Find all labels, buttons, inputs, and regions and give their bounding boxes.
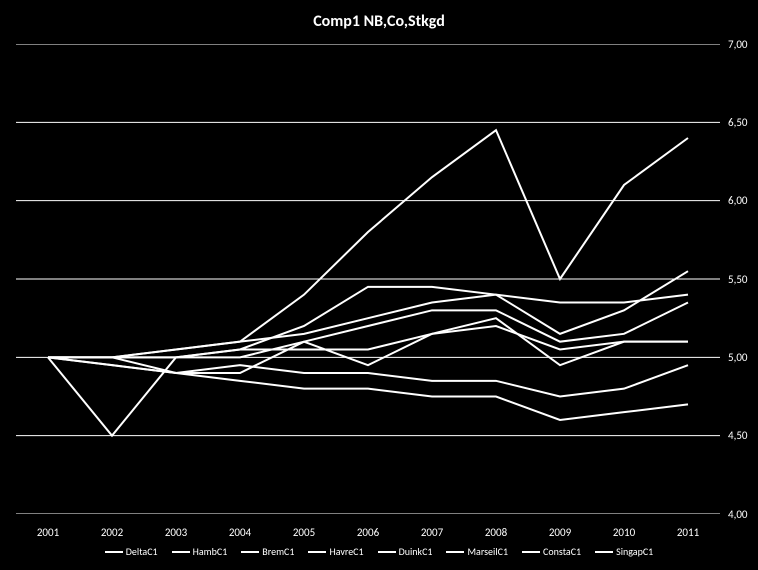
x-tick-label: 2001 [37, 526, 59, 539]
x-tick-label: 2011 [677, 526, 699, 539]
legend-line-icon [595, 551, 613, 553]
x-tick-label: 2007 [421, 526, 443, 539]
legend-label: HambC1 [193, 545, 228, 558]
x-tick-label: 2002 [101, 526, 123, 539]
y-tick-label: 4,00 [728, 508, 747, 521]
x-tick-label: 2004 [229, 526, 251, 539]
legend-item: SingapC1 [595, 545, 653, 558]
legend-item: DuinkC1 [378, 545, 433, 558]
x-tick-label: 2003 [165, 526, 187, 539]
y-tick-label: 4,50 [728, 429, 747, 442]
legend-line-icon [522, 551, 540, 553]
x-tick-label: 2010 [613, 526, 635, 539]
legend-line-icon [308, 551, 326, 553]
legend-label: DuinkC1 [399, 545, 433, 558]
plot-area [16, 44, 720, 514]
legend-item: HambC1 [172, 545, 228, 558]
legend-label: BremC1 [262, 545, 294, 558]
legend-line-icon [378, 551, 396, 553]
legend-line-icon [446, 551, 464, 553]
y-tick-label: 5,00 [728, 351, 747, 364]
legend-line-icon [172, 551, 190, 553]
x-tick-label: 2008 [485, 526, 507, 539]
legend-label: HavreC1 [329, 545, 363, 558]
chart-title: Comp1 NB,Co,Stkgd [0, 12, 758, 31]
y-tick-label: 6,50 [728, 116, 747, 129]
legend-item: HavreC1 [308, 545, 363, 558]
y-tick-label: 5,50 [728, 273, 747, 286]
chart-legend: DeltaC1 HambC1 BremC1 HavreC1 DuinkC1 Marseil… [0, 545, 758, 558]
legend-label: SingapC1 [616, 545, 653, 558]
x-tick-label: 2006 [357, 526, 379, 539]
legend-label: ConstaC1 [543, 545, 581, 558]
legend-label: MarseilC1 [467, 545, 508, 558]
chart-svg [16, 44, 720, 514]
chart-container: { "chart": { "type": "line", "title": "C… [0, 0, 758, 570]
legend-item: ConstaC1 [522, 545, 581, 558]
x-tick-label: 2009 [549, 526, 571, 539]
legend-line-icon [105, 551, 123, 553]
x-tick-label: 2005 [293, 526, 315, 539]
legend-item: DeltaC1 [105, 545, 158, 558]
legend-label: DeltaC1 [126, 545, 158, 558]
legend-item: MarseilC1 [446, 545, 508, 558]
y-tick-label: 6,00 [728, 194, 747, 207]
legend-item: BremC1 [241, 545, 294, 558]
y-tick-label: 7,00 [728, 38, 747, 51]
legend-line-icon [241, 551, 259, 553]
